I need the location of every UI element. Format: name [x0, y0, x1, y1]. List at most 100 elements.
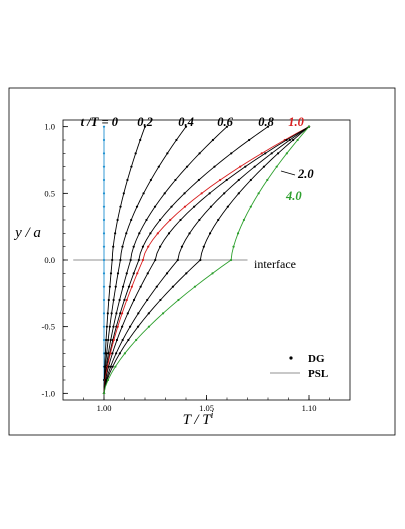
dg-marker [114, 285, 117, 288]
dg-marker [285, 138, 288, 142]
dg-marker [111, 365, 114, 368]
dg-marker [167, 232, 171, 235]
dg-marker [213, 165, 216, 168]
dg-marker [102, 125, 106, 128]
dg-marker [135, 205, 139, 208]
dg-marker [157, 165, 160, 168]
dg-marker [118, 352, 121, 355]
dg-marker [108, 285, 111, 288]
x-tick-label: 1.00 [97, 403, 112, 413]
dg-marker [128, 325, 132, 328]
dg-marker [147, 312, 150, 315]
dg-marker [109, 272, 113, 275]
series-layer [102, 125, 311, 395]
dg-marker [276, 152, 280, 155]
dg-marker [198, 152, 201, 155]
dg-marker [112, 325, 115, 328]
dg-marker [102, 165, 106, 168]
time-label: 0.4 [178, 115, 194, 129]
dg-marker [102, 152, 106, 155]
time-prefix-label: t /T = 0 [81, 115, 119, 129]
dg-marker [127, 285, 131, 288]
dg-marker [138, 232, 141, 235]
dg-marker [249, 178, 252, 182]
dg-marker [193, 285, 197, 288]
time-label: 0.2 [137, 115, 153, 129]
dg-marker [109, 338, 112, 342]
dg-marker [153, 205, 157, 208]
dg-marker [174, 178, 177, 182]
dg-marker [127, 338, 130, 342]
dg-marker [146, 298, 149, 302]
dg-marker [171, 285, 175, 288]
dg-marker [199, 258, 202, 262]
dg-marker [242, 218, 245, 222]
dg-marker [109, 365, 112, 368]
dg-marker [110, 312, 113, 315]
dg-marker [170, 205, 173, 208]
dg-marker [200, 192, 203, 195]
dg-marker [156, 232, 159, 235]
dg-marker [198, 218, 201, 222]
curve-label-layer: t /T = 0 0.2 0.4 0.6 0.8 1.0 2.0 4.0 [81, 115, 315, 203]
dg-marker [177, 298, 180, 302]
legend: DG PSL [270, 353, 328, 380]
dg-marker [115, 312, 118, 315]
dg-marker [125, 272, 128, 275]
dg-marker [116, 325, 119, 328]
dg-marker [123, 352, 126, 355]
dg-marker [102, 338, 106, 342]
dg-marker [176, 258, 179, 262]
x-axis-label: T / Ti [183, 410, 214, 428]
dg-marker [109, 352, 112, 355]
dg-marker [155, 285, 158, 288]
dg-marker [102, 218, 106, 222]
dg-marker [158, 218, 162, 222]
dg-marker [236, 232, 240, 235]
dg-marker [149, 232, 152, 235]
dg-marker [147, 325, 151, 328]
time-label: 2.0 [297, 167, 314, 181]
y-tick-label: 1.0 [44, 122, 55, 132]
dg-marker [121, 338, 124, 342]
dg-marker [208, 232, 212, 235]
dg-marker [211, 138, 215, 142]
dg-marker [166, 152, 169, 155]
dg-marker [146, 272, 149, 275]
dg-marker [114, 232, 117, 235]
dg-marker [225, 178, 228, 182]
dg-marker [102, 232, 106, 235]
dg-marker [105, 352, 108, 355]
dg-marker [185, 165, 189, 168]
dg-marker [102, 258, 106, 262]
dg-marker [119, 205, 122, 208]
dg-marker [266, 125, 270, 128]
y-tick-label: -1.0 [42, 388, 55, 398]
dg-marker [219, 178, 222, 182]
dg-marker [217, 218, 220, 222]
dg-marker [147, 245, 150, 248]
dg-marker [102, 312, 106, 315]
dg-marker [208, 192, 211, 195]
x-tick-label: 1.05 [199, 403, 214, 413]
dg-marker [106, 312, 109, 315]
dg-marker [132, 272, 135, 275]
dg-marker [225, 125, 229, 128]
dg-marker [145, 218, 148, 222]
interface-label: interface [254, 257, 296, 271]
dg-marker [122, 192, 125, 195]
dg-marker [107, 365, 110, 368]
dg-marker [262, 165, 266, 168]
dg-marker [115, 338, 119, 342]
dg-marker [163, 192, 166, 195]
dg-marker [130, 218, 133, 222]
figure-frame [8, 87, 396, 436]
dg-marker [137, 312, 140, 315]
dg-marker [143, 125, 147, 128]
legend-psl-label: PSL [308, 368, 328, 380]
dg-marker [249, 205, 252, 208]
dg-marker [154, 258, 157, 262]
dg-marker [107, 298, 110, 302]
